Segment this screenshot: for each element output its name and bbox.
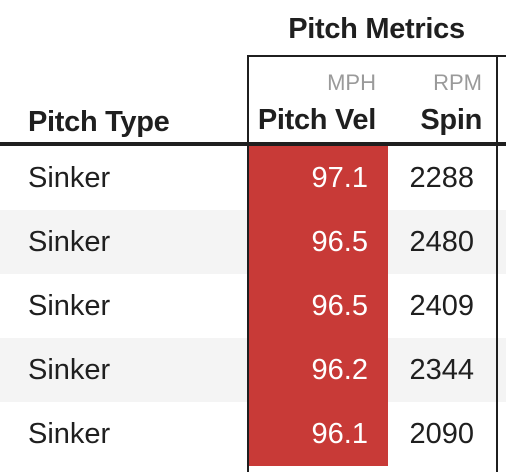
column-unit-pitch-vel: MPH: [327, 70, 376, 95]
spin-right-border: [496, 56, 498, 472]
column-header-pitch-vel: MPH Pitch Vel: [247, 56, 388, 142]
table-row: Sinker 96.5 2409: [0, 274, 506, 338]
spanner-top-border: [247, 55, 506, 57]
cell-pitch-type: Sinker: [28, 161, 111, 194]
cell-pitch-vel: 96.5: [249, 210, 388, 274]
cell-pitch-type: Sinker: [28, 417, 111, 450]
cell-spin: 2288: [409, 161, 474, 194]
column-unit-spin: RPM: [433, 70, 482, 95]
header-bottom-border: [0, 142, 506, 146]
column-label-pitch-type: Pitch Type: [28, 106, 170, 138]
table-row: Sinker 96.5 2480: [0, 210, 506, 274]
cell-pitch-vel: 96.5: [249, 274, 388, 338]
column-header-pitch-type: Pitch Type: [0, 56, 247, 142]
cell-spin: 2090: [409, 417, 474, 450]
table-body: Sinker 97.1 2288 Sinker 96.5 2480 Sinker…: [0, 146, 506, 466]
column-header-spin: RPM Spin: [388, 56, 496, 142]
column-label-pitch-vel: Pitch Vel: [257, 104, 376, 136]
spanner-pitch-metrics: Pitch Metrics: [288, 12, 465, 45]
column-label-spin: Spin: [420, 104, 482, 136]
cell-spin: 2480: [409, 225, 474, 258]
cell-pitch-vel: 96.2: [249, 338, 388, 402]
table-row: Sinker 96.1 2090: [0, 402, 506, 466]
table-row: Sinker 97.1 2288: [0, 146, 506, 210]
table-row: Sinker 96.2 2344: [0, 338, 506, 402]
cell-pitch-type: Sinker: [28, 225, 111, 258]
cell-spin: 2409: [409, 289, 474, 322]
cell-spin: 2344: [409, 353, 474, 386]
pitch-vel-left-border: [247, 56, 249, 472]
cell-pitch-type: Sinker: [28, 289, 111, 322]
cell-pitch-type: Sinker: [28, 353, 111, 386]
cell-pitch-vel: 97.1: [249, 146, 388, 210]
cell-pitch-vel: 96.1: [249, 402, 388, 466]
